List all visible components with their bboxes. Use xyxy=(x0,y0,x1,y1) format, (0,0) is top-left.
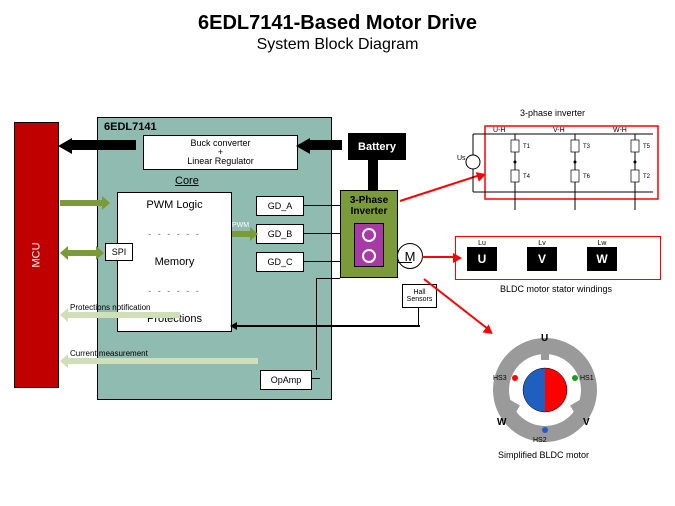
svg-text:T3: T3 xyxy=(583,144,591,150)
buck-converter-block: Buck converter + Linear Regulator xyxy=(143,135,298,170)
divider-dots: - - - - - - xyxy=(148,286,201,296)
page-subtitle: System Block Diagram xyxy=(0,36,675,54)
svg-text:HS1: HS1 xyxy=(580,375,594,382)
svg-text:T5: T5 xyxy=(643,144,651,150)
bus-protections-label: Protections notification xyxy=(70,303,151,312)
gd-b-block: GD_B xyxy=(256,224,304,244)
windings-block: Lu U Lv V Lw W xyxy=(467,240,617,271)
inverter-icon xyxy=(354,223,384,267)
gd-a-label: GD_A xyxy=(268,201,293,211)
bus-pwm-in-label: PWM xyxy=(68,190,88,199)
pwm-logic-label: PWM Logic xyxy=(146,199,202,211)
spi-block: SPI xyxy=(105,243,133,261)
bus-spi xyxy=(60,248,104,258)
svg-text:HS2: HS2 xyxy=(533,437,547,444)
battery-label: Battery xyxy=(358,141,396,153)
winding-v-sub: Lv xyxy=(527,240,557,247)
inverter-line2: Inverter xyxy=(351,206,388,217)
svg-text:V-H: V-H xyxy=(553,127,565,134)
spi-label: SPI xyxy=(112,247,127,257)
bus-pwm-out-label: PWM xyxy=(232,222,249,229)
hall-line1: Hall xyxy=(413,289,425,296)
svg-text:T2: T2 xyxy=(643,174,651,180)
winding-u-label: U xyxy=(467,247,497,271)
battery-block: Battery xyxy=(348,133,406,160)
svg-text:T6: T6 xyxy=(583,174,591,180)
divider-dots: - - - - - - xyxy=(148,229,201,239)
inverter-detail-title: 3-phase inverter xyxy=(520,108,585,118)
svg-text:U-H: U-H xyxy=(493,127,505,134)
inverter-block: 3-Phase Inverter xyxy=(340,190,398,278)
gd-b-label: GD_B xyxy=(268,229,293,239)
wire-opamp-h2 xyxy=(312,378,320,379)
bldc-motor-icon: U V W HS1 HS2 HS3 xyxy=(485,330,605,450)
svg-text:T1: T1 xyxy=(523,144,531,150)
svg-text:HS3: HS3 xyxy=(493,375,507,382)
winding-u-sub: Lu xyxy=(467,240,497,247)
arrow-buck-to-mcu xyxy=(68,140,136,150)
wire-hall-v xyxy=(418,308,419,326)
wire-opamp-v1 xyxy=(316,278,317,370)
winding-v-label: V xyxy=(527,247,557,271)
bus-spi-label: SPI xyxy=(73,240,86,249)
memory-label: Memory xyxy=(155,256,195,268)
windings-title: BLDC motor stator windings xyxy=(500,284,612,294)
chip-label: 6EDL7141 xyxy=(104,121,157,133)
buck-line3: Linear Regulator xyxy=(187,157,254,166)
hall-sensors-block: Hall Sensors xyxy=(402,284,437,308)
svg-text:T4: T4 xyxy=(523,174,531,180)
opamp-block: OpAmp xyxy=(260,370,312,390)
page-title: 6EDL7141-Based Motor Drive xyxy=(0,12,675,35)
mcu-block: MCU xyxy=(14,122,59,388)
winding-w: Lw W xyxy=(587,240,617,271)
winding-u: Lu U xyxy=(467,240,497,271)
motor-symbol: M xyxy=(397,243,423,269)
wire-hall-to-chip xyxy=(236,325,420,327)
core-label: Core xyxy=(175,175,199,187)
wire-inverter-motor xyxy=(398,262,412,263)
svg-text:Us: Us xyxy=(457,155,466,162)
inverter-schematic-icon: Us U-H T1 T4 V-H T3 T6 xyxy=(455,120,661,232)
opamp-label: OpAmp xyxy=(271,375,302,385)
winding-v: Lv V xyxy=(527,240,557,271)
inverter-detail: Us U-H T1 T4 V-H T3 T6 xyxy=(455,120,661,230)
wire-opamp-h1 xyxy=(316,278,340,279)
bus-pwm-in xyxy=(60,198,110,208)
winding-w-sub: Lw xyxy=(587,240,617,247)
line-battery-to-inverter xyxy=(368,160,378,190)
wire-gd-c xyxy=(304,261,340,262)
bus-current-label: Current measurement xyxy=(70,349,148,358)
arrow-battery-to-chip xyxy=(306,140,342,150)
hall-line2: Sensors xyxy=(407,296,433,303)
inverter-line1: 3-Phase xyxy=(350,195,388,206)
bus-pwm-out xyxy=(232,229,258,239)
gd-a-block: GD_A xyxy=(256,196,304,216)
svg-text:V: V xyxy=(583,417,590,428)
winding-w-label: W xyxy=(587,247,617,271)
gd-c-block: GD_C xyxy=(256,252,304,272)
bldc-title: Simplified BLDC motor xyxy=(498,450,589,460)
wire-gd-a xyxy=(304,205,340,206)
svg-text:U: U xyxy=(541,333,548,344)
mcu-label: MCU xyxy=(31,242,43,267)
red-arrow-to-windings xyxy=(422,256,454,258)
gd-c-label: GD_C xyxy=(267,257,292,267)
wire-gd-b xyxy=(304,233,340,234)
bldc-motor-diagram: U V W HS1 HS2 HS3 xyxy=(485,330,605,455)
svg-text:W-H: W-H xyxy=(613,127,627,134)
svg-text:W: W xyxy=(497,417,507,428)
